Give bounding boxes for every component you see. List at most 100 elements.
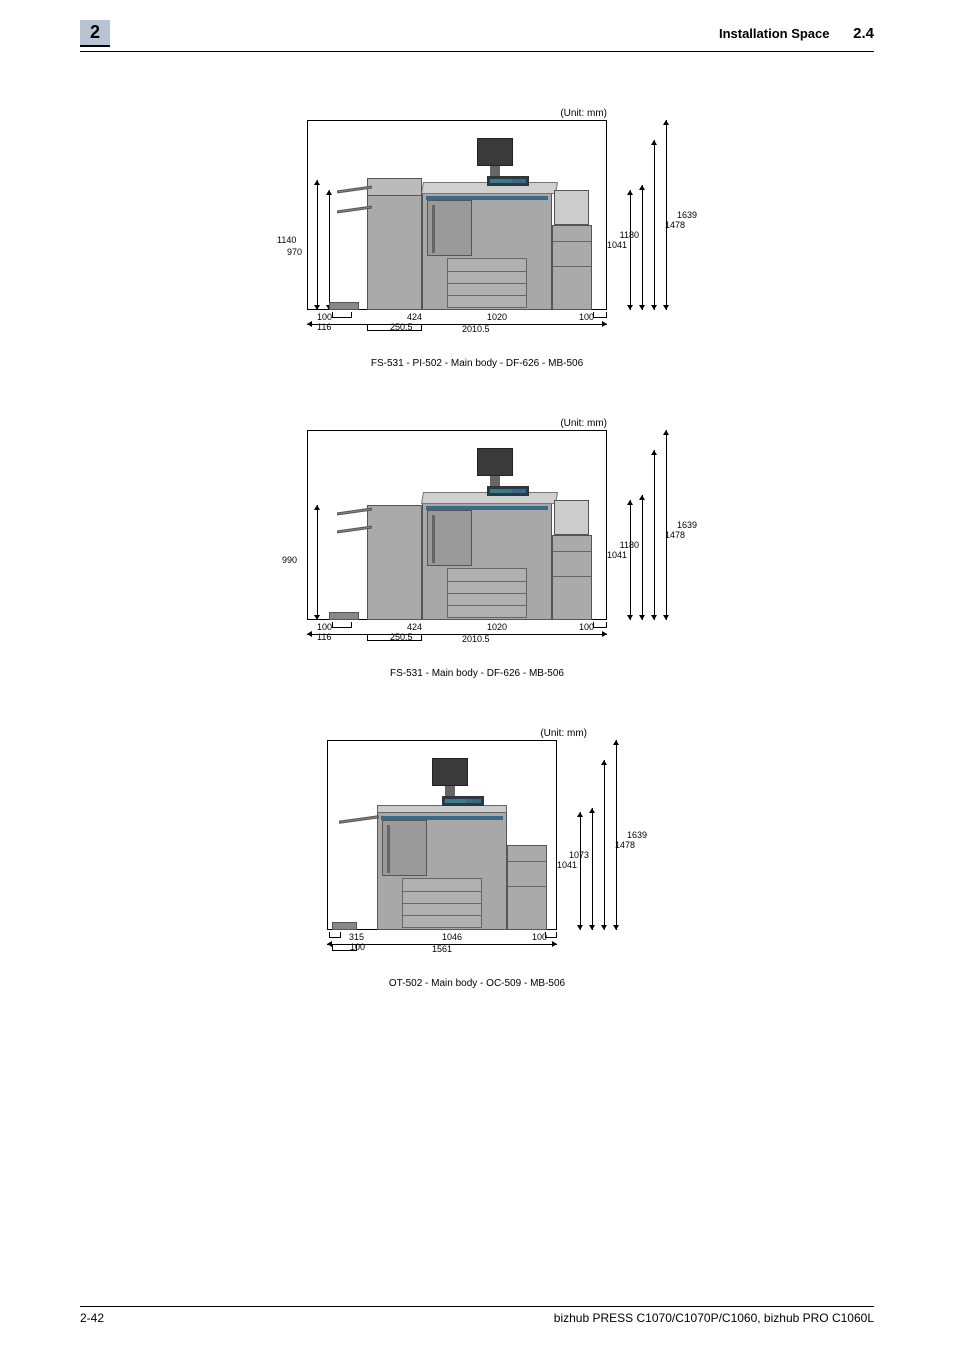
dim-label-1639: 1639 <box>677 520 697 530</box>
dim-label-1041: 1041 <box>607 240 627 250</box>
dim-label-100r: 100 <box>579 622 594 632</box>
dim-total-w <box>307 634 607 635</box>
dim-1180 <box>642 495 643 620</box>
figure-3-caption: OT-502 - Main body - OC-509 - MB-506 <box>307 978 647 989</box>
unit-label: (Unit: mm) <box>560 418 607 429</box>
bracket-right <box>593 622 607 628</box>
dim-label-1478: 1478 <box>665 530 685 540</box>
diagram-1: (Unit: mm) 1639 1478 1180 1041 1140 970 <box>277 110 677 350</box>
monitor-screen <box>477 448 513 476</box>
dim-1041 <box>630 500 631 620</box>
figure-1-caption: FS-531 - PI-502 - Main body - DF-626 - M… <box>277 358 677 369</box>
dim-1478 <box>654 450 655 620</box>
monitor-screen <box>477 138 513 166</box>
dim-label-total: 2010.5 <box>462 324 490 334</box>
dim-990 <box>317 505 318 620</box>
dim-1180 <box>642 185 643 310</box>
dim-label-116: 116 <box>317 632 331 642</box>
mb-506 <box>552 225 592 310</box>
dim-label-1041: 1041 <box>557 860 577 870</box>
finisher-fs531 <box>367 195 422 310</box>
dim-label-100l: 100 <box>317 312 332 322</box>
control-panel <box>487 486 529 496</box>
dim-label-1639: 1639 <box>677 210 697 220</box>
ot-502-base <box>332 922 357 930</box>
paper-trays <box>447 258 527 308</box>
front-door <box>382 820 427 876</box>
dim-1639 <box>616 740 617 930</box>
dim-970 <box>329 190 330 310</box>
paper-trays <box>447 568 527 618</box>
figure-3: (Unit: mm) 1639 1478 1073 1041 <box>307 730 647 989</box>
dim-1639 <box>666 430 667 620</box>
dim-label-1041: 1041 <box>607 550 627 560</box>
dim-label-970: 970 <box>287 247 302 257</box>
dim-label-1073: 1073 <box>569 850 589 860</box>
chapter-badge: 2 <box>80 20 110 47</box>
dim-label-total: 1561 <box>432 944 452 954</box>
page-footer: 2-42 bizhub PRESS C1070/C1070P/C1060, bi… <box>80 1306 874 1325</box>
dim-label-424: 424 <box>407 622 422 632</box>
dim-1478 <box>654 140 655 310</box>
section-number: 2.4 <box>853 25 874 42</box>
header-right: Installation Space 2.4 <box>719 25 874 42</box>
diagram-3: (Unit: mm) 1639 1478 1073 1041 <box>307 730 647 970</box>
dim-label-424: 424 <box>407 312 422 322</box>
dim-label-1020: 1020 <box>487 312 507 322</box>
figure-2-caption: FS-531 - Main body - DF-626 - MB-506 <box>277 668 677 679</box>
pi-502 <box>367 178 422 196</box>
figure-1: (Unit: mm) 1639 1478 1180 1041 1140 970 <box>277 110 677 369</box>
dim-1073 <box>592 808 593 930</box>
dim-label-116: 116 <box>317 322 331 332</box>
page-header: 2 Installation Space 2.4 <box>80 20 874 52</box>
front-door <box>427 200 472 256</box>
dim-label-315: 315 <box>349 932 364 942</box>
mb-506 <box>507 845 547 930</box>
product-name: bizhub PRESS C1070/C1070P/C1060, bizhub … <box>554 1311 874 1325</box>
control-panel <box>487 176 529 186</box>
monitor <box>477 138 513 178</box>
dim-1478 <box>604 760 605 930</box>
section-title: Installation Space <box>719 26 830 41</box>
dim-label-100sub: 100 <box>350 942 365 952</box>
dim-label-1140: 1140 <box>277 235 296 245</box>
figure-2: (Unit: mm) 1639 1478 1180 1041 990 <box>277 420 677 679</box>
dim-label-1046: 1046 <box>442 932 462 942</box>
dim-1140 <box>317 180 318 310</box>
dim-label-1478: 1478 <box>615 840 635 850</box>
front-door <box>427 510 472 566</box>
output-tray-3 <box>329 302 359 310</box>
dim-1639 <box>666 120 667 310</box>
dim-label-100l: 100 <box>317 622 332 632</box>
paper-trays <box>402 878 482 928</box>
output-tray-3 <box>329 612 359 620</box>
bracket-left <box>332 622 352 628</box>
monitor <box>477 448 513 488</box>
dim-label-1639: 1639 <box>627 830 647 840</box>
oc-509 <box>377 805 507 813</box>
bracket-right <box>593 312 607 318</box>
dim-label-100r: 100 <box>579 312 594 322</box>
monitor <box>432 758 468 798</box>
df-626 <box>554 500 589 535</box>
dim-1041 <box>630 190 631 310</box>
dim-total-w <box>307 324 607 325</box>
dim-label-total: 2010.5 <box>462 634 490 644</box>
monitor-screen <box>432 758 468 786</box>
page-number: 2-42 <box>80 1311 104 1325</box>
control-panel <box>442 796 484 806</box>
dim-label-250: 250.5 <box>390 322 413 332</box>
monitor-stand <box>490 166 500 176</box>
dim-label-1020: 1020 <box>487 622 507 632</box>
diagram-2: (Unit: mm) 1639 1478 1180 1041 990 <box>277 420 677 660</box>
df-626 <box>554 190 589 225</box>
bracket-left <box>329 932 341 938</box>
dim-1041 <box>580 812 581 930</box>
monitor-stand <box>490 476 500 486</box>
bracket-left <box>332 312 352 318</box>
finisher-fs531 <box>367 505 422 620</box>
mb-506 <box>552 535 592 620</box>
unit-label: (Unit: mm) <box>540 728 587 739</box>
monitor-stand <box>445 786 455 796</box>
unit-label: (Unit: mm) <box>560 108 607 119</box>
